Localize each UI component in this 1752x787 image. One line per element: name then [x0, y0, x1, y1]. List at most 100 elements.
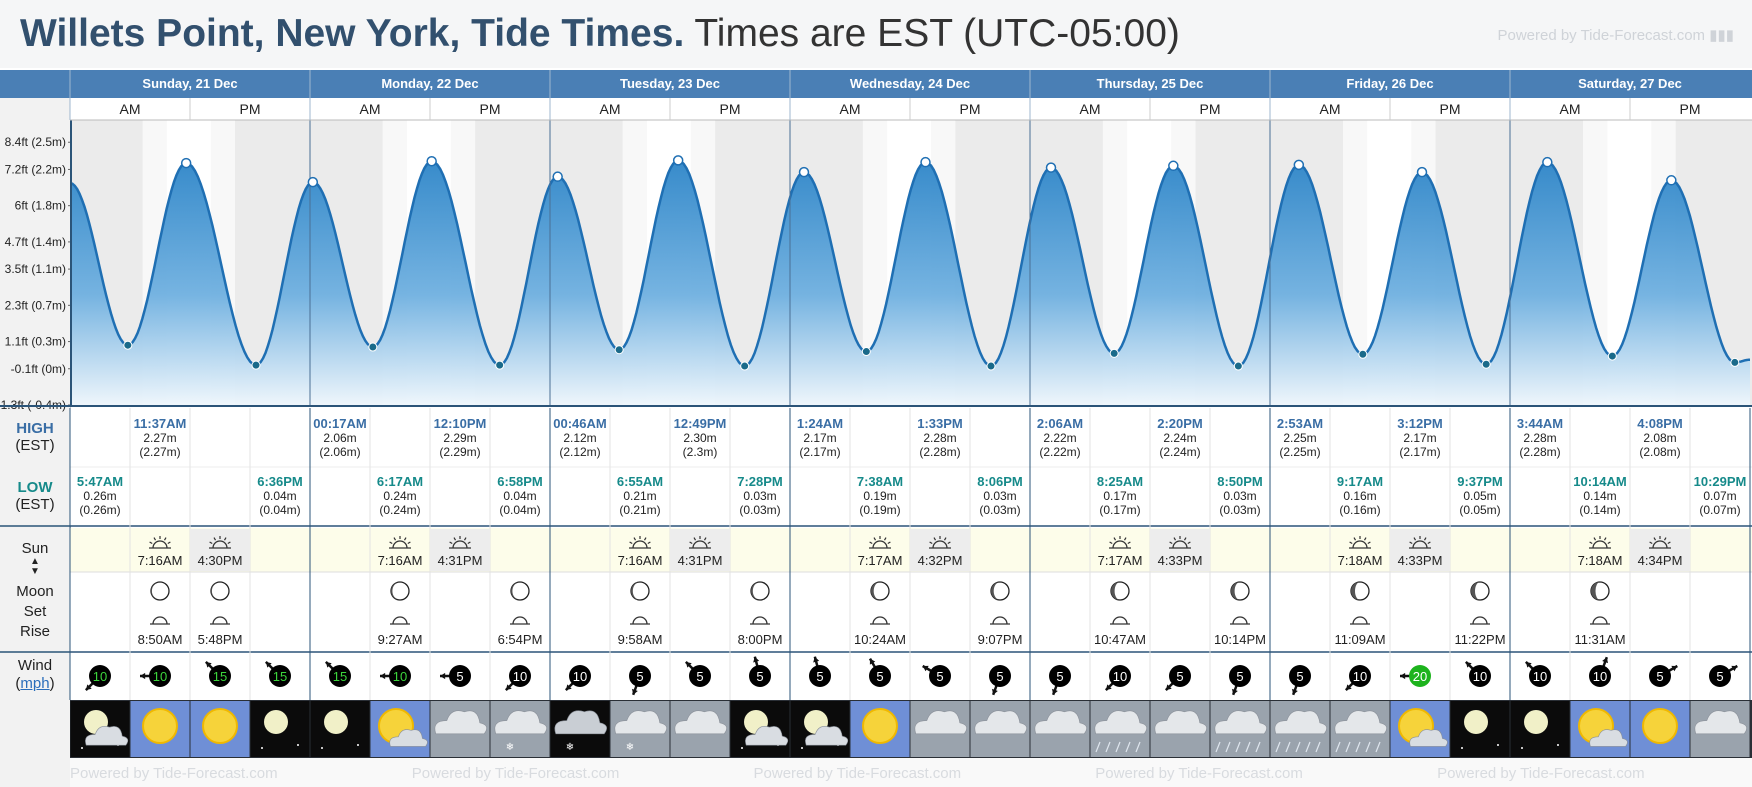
low-tide-time: 8:50PM — [1217, 474, 1263, 489]
wind-speed: 5 — [636, 669, 643, 684]
high-tide-alt: (2.22m) — [1039, 445, 1080, 459]
low-tide-point[interactable] — [614, 345, 624, 355]
low-tide-alt: (0.04m) — [259, 503, 300, 517]
wind-speed: 10 — [393, 669, 407, 684]
weather-cloud-rain-icon — [1270, 701, 1330, 757]
low-tide-point[interactable] — [251, 360, 261, 370]
sunrise-icon — [1349, 536, 1371, 549]
high-tide-time: 00:17AM — [313, 416, 366, 431]
high-label: HIGH — [16, 420, 54, 437]
sunrise-time: 7:17AM — [1098, 553, 1143, 568]
moon-set-label: Set — [23, 603, 47, 620]
low-tide-time: 8:25AM — [1097, 474, 1143, 489]
wind-speed: 10 — [1533, 669, 1547, 684]
day-header-label: Wednesday, 24 Dec — [850, 76, 970, 91]
weather-moon-cloud-icon — [790, 701, 850, 757]
moon-phase-icon — [1470, 581, 1490, 601]
low-tide-point[interactable] — [1233, 361, 1243, 371]
low-tide-point[interactable] — [986, 361, 996, 371]
high-tide-point[interactable] — [1542, 156, 1553, 168]
moon-row-bg — [70, 572, 1752, 652]
day-header-label: Thursday, 25 Dec — [1097, 76, 1204, 91]
sunset-time: 4:31PM — [438, 553, 483, 568]
moon-time: 9:27AM — [378, 632, 423, 647]
high-tide-alt: (2.17m) — [1399, 445, 1440, 459]
wind-speed: 10 — [93, 669, 107, 684]
am-label: AM — [360, 101, 381, 117]
high-tide-point[interactable] — [1666, 175, 1677, 186]
wind-indicator: 5 — [1229, 665, 1251, 696]
wind-indicator: 5 — [749, 656, 771, 687]
wind-indicator: 5 — [868, 658, 891, 687]
low-tide-point[interactable] — [123, 340, 133, 350]
day-header-label: Saturday, 27 Dec — [1578, 76, 1682, 91]
low-tide-point[interactable] — [1109, 348, 1119, 358]
low-tide-time: 7:28PM — [737, 474, 783, 489]
wind-speed: 20 — [1413, 669, 1427, 684]
wind-indicator: 10 — [1589, 656, 1611, 687]
high-tide-point[interactable] — [426, 156, 437, 167]
low-tide-time: 9:17AM — [1337, 474, 1383, 489]
high-tide-time: 1:33PM — [917, 416, 963, 431]
low-tide-meters: 0.26m — [83, 489, 116, 503]
sun-row-label: Sun ▲ ▼ — [0, 540, 70, 577]
high-tide-point[interactable] — [1168, 160, 1179, 172]
moon-time: 11:31AM — [1574, 632, 1625, 647]
high-tide-meters: 2.28m — [923, 431, 956, 445]
low-tide-alt: (0.07m) — [1699, 503, 1740, 517]
pm-label: PM — [480, 101, 501, 117]
high-tz-label: (EST) — [15, 437, 55, 454]
low-tide-point[interactable] — [368, 342, 378, 352]
low-tide-alt: (0.14m) — [1579, 503, 1620, 517]
high-tide-point[interactable] — [307, 176, 319, 188]
low-tide-meters: 0.03m — [1223, 489, 1256, 503]
moon-label: Moon — [16, 583, 54, 600]
high-tide-meters: 2.17m — [803, 431, 836, 445]
wind-speed: 15 — [333, 669, 347, 684]
high-tide-time: 1:24AM — [797, 416, 843, 431]
footer-text-5: Powered by Tide-Forecast.com — [1437, 765, 1645, 782]
low-tide-meters: 0.21m — [623, 489, 656, 503]
snowflake-glyph: ❄ — [506, 742, 514, 753]
timezone-label: Times are EST (UTC-05:00) — [694, 12, 1180, 55]
powered-by-badge[interactable]: Powered by Tide-Forecast.com ▮▮▮ — [1497, 27, 1734, 44]
high-tide-point[interactable] — [552, 171, 563, 182]
low-tide-point[interactable] — [740, 361, 750, 371]
moonset-icon — [630, 616, 650, 625]
low-tide-point[interactable] — [1481, 359, 1491, 369]
wind-unit-link[interactable]: mph — [20, 675, 50, 692]
wind-speed: 5 — [1656, 669, 1663, 684]
low-tide-time: 7:38AM — [857, 474, 903, 489]
high-tide-point[interactable] — [798, 166, 810, 178]
high-tide-point[interactable] — [1293, 159, 1305, 171]
wind-indicator: 5 — [809, 656, 831, 687]
low-tide-point[interactable] — [1358, 349, 1368, 359]
day-header-label: Friday, 26 Dec — [1346, 76, 1433, 91]
low-tide-point[interactable] — [495, 360, 505, 370]
high-tide-point[interactable] — [1045, 162, 1057, 173]
low-tide-point[interactable] — [1730, 357, 1740, 367]
low-tide-point[interactable] — [1607, 351, 1617, 361]
moon-phase-icon — [630, 581, 650, 601]
high-tide-meters: 2.17m — [1403, 431, 1436, 445]
low-tide-point[interactable] — [861, 347, 871, 357]
moonset-icon — [1590, 616, 1610, 625]
moonrise-icon — [510, 616, 530, 625]
wind-indicator: 10 — [1344, 665, 1371, 692]
sunset-time: 4:31PM — [678, 553, 723, 568]
moon-time: 11:09AM — [1334, 632, 1385, 647]
moonset-icon — [1110, 616, 1130, 625]
high-tide-point[interactable] — [1416, 166, 1428, 178]
wind-speed: 10 — [1593, 669, 1607, 684]
high-tide-time: 3:12PM — [1397, 416, 1443, 431]
moon-time: 8:50AM — [138, 632, 183, 647]
high-tide-meters: 2.28m — [1523, 431, 1556, 445]
low-tide-time: 9:37PM — [1457, 474, 1503, 489]
high-tide-point[interactable] — [920, 156, 931, 168]
wind-speed: 5 — [1716, 669, 1723, 684]
high-tide-point[interactable] — [180, 157, 192, 169]
high-tide-point[interactable] — [672, 155, 684, 166]
high-tide-alt: (2.25m) — [1279, 445, 1320, 459]
weather-sun-cloud-icon — [370, 701, 430, 757]
